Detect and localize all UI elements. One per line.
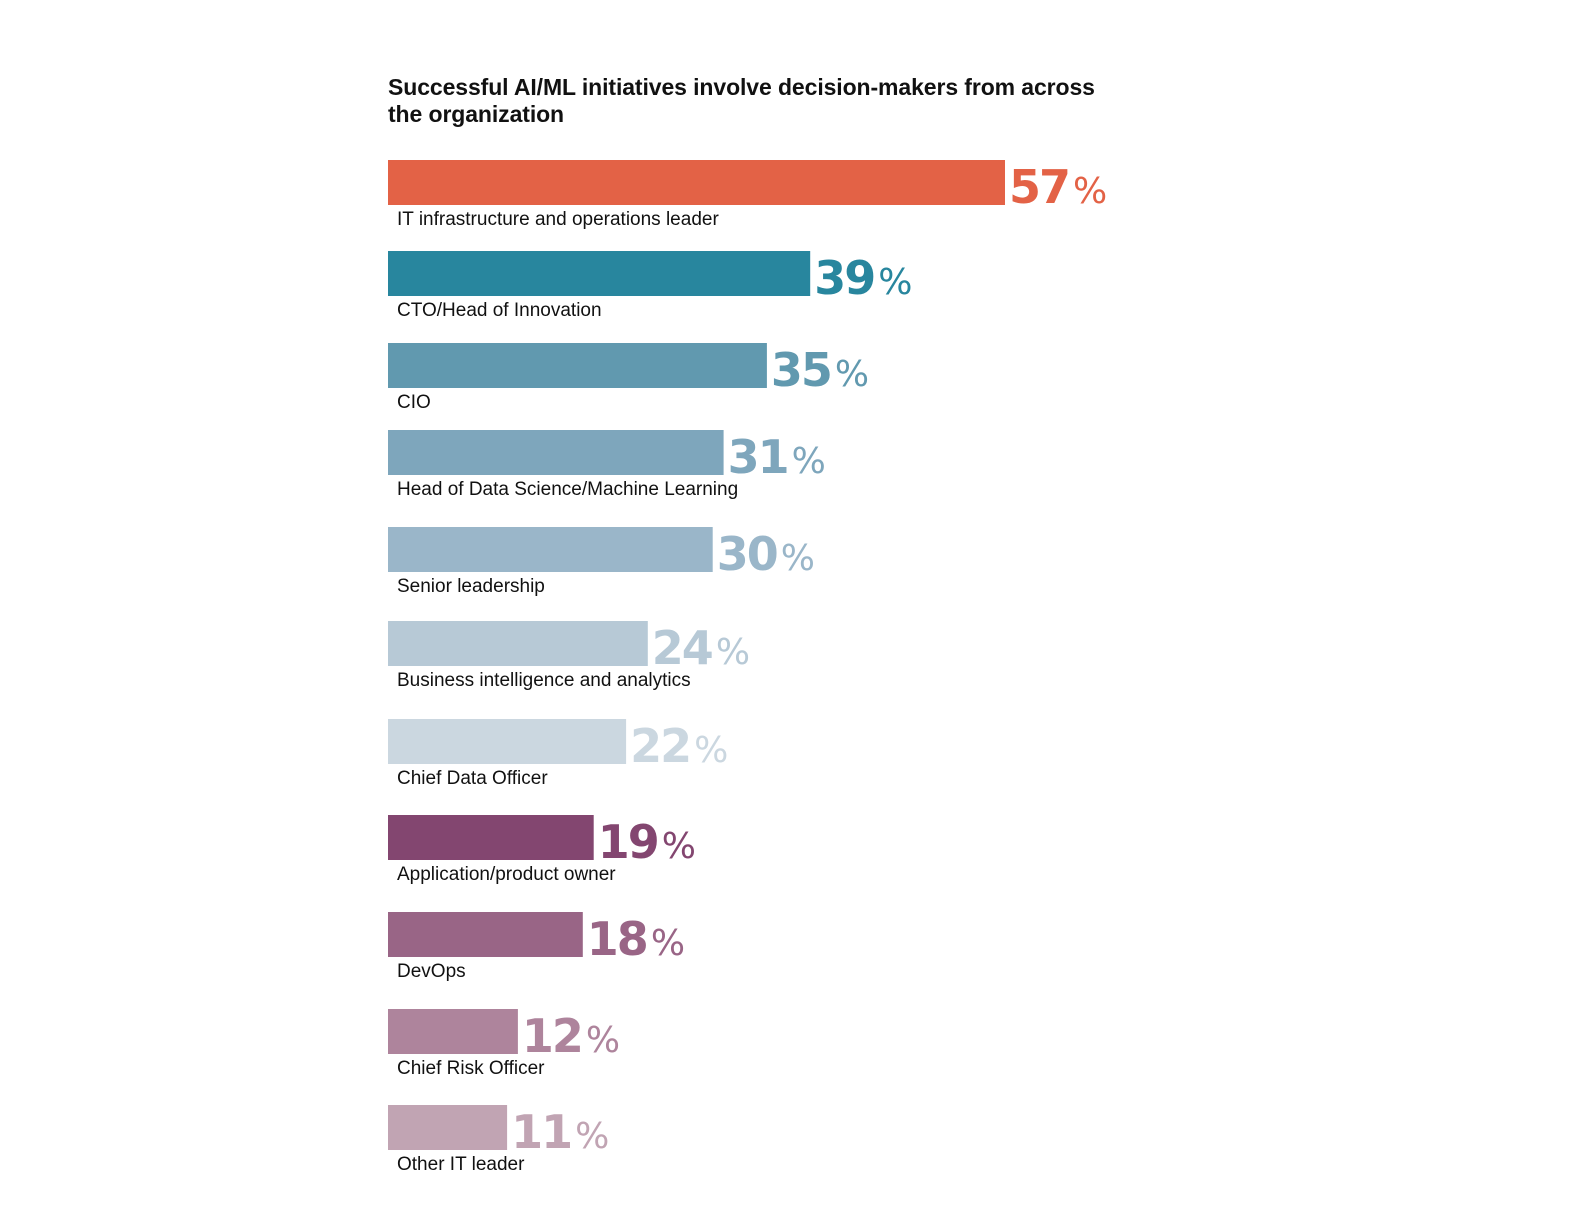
category-label-0: IT infrastructure and operations leader xyxy=(397,209,719,230)
bar-5 xyxy=(388,621,648,666)
category-label-4: Senior leadership xyxy=(397,576,545,597)
value-number-5: 24 xyxy=(652,621,712,675)
value-label-8: 18% xyxy=(587,912,685,966)
bar-9 xyxy=(388,1009,518,1054)
value-unit-7: % xyxy=(662,826,696,867)
value-label-2: 35% xyxy=(771,343,869,397)
category-label-6: Chief Data Officer xyxy=(397,768,548,789)
category-label-7: Application/product owner xyxy=(397,864,616,885)
bar-10 xyxy=(388,1105,508,1150)
value-label-0: 57% xyxy=(1009,160,1107,214)
bar-7 xyxy=(388,815,594,860)
value-label-9: 12% xyxy=(522,1009,620,1063)
bar-4 xyxy=(388,527,713,572)
category-label-2: CIO xyxy=(397,392,431,413)
chart-title: Successful AI/ML initiatives involve dec… xyxy=(388,74,1095,127)
value-number-4: 30 xyxy=(717,527,777,581)
value-number-10: 11 xyxy=(511,1105,571,1159)
value-unit-3: % xyxy=(792,441,826,482)
value-label-4: 30% xyxy=(717,527,815,581)
value-number-1: 39 xyxy=(814,251,874,305)
bar-0 xyxy=(388,160,1005,205)
value-unit-10: % xyxy=(575,1116,609,1157)
value-unit-5: % xyxy=(716,632,750,673)
value-label-3: 31% xyxy=(728,430,826,484)
value-number-2: 35 xyxy=(771,343,831,397)
bar-1 xyxy=(388,251,811,296)
category-label-3: Head of Data Science/Machine Learning xyxy=(397,479,738,500)
value-unit-0: % xyxy=(1073,171,1107,212)
value-number-0: 57 xyxy=(1009,160,1069,214)
value-unit-9: % xyxy=(586,1020,620,1061)
value-unit-4: % xyxy=(781,538,815,579)
value-number-7: 19 xyxy=(598,815,658,869)
bar-3 xyxy=(388,430,724,475)
bar-8 xyxy=(388,912,583,957)
category-label-1: CTO/Head of Innovation xyxy=(397,300,602,321)
value-label-1: 39% xyxy=(814,251,912,305)
value-number-3: 31 xyxy=(728,430,788,484)
value-label-10: 11% xyxy=(511,1105,609,1159)
value-unit-1: % xyxy=(878,262,912,303)
bar-2 xyxy=(388,343,767,388)
value-label-6: 22% xyxy=(630,719,728,773)
value-unit-6: % xyxy=(694,730,728,771)
value-unit-2: % xyxy=(835,354,869,395)
value-label-7: 19% xyxy=(598,815,696,869)
bar-6 xyxy=(388,719,627,764)
category-label-8: DevOps xyxy=(397,961,466,982)
value-number-9: 12 xyxy=(522,1009,582,1063)
category-label-5: Business intelligence and analytics xyxy=(397,670,691,691)
value-unit-8: % xyxy=(651,923,685,964)
category-label-9: Chief Risk Officer xyxy=(397,1058,545,1079)
category-label-10: Other IT leader xyxy=(397,1154,525,1175)
value-number-6: 22 xyxy=(630,719,690,773)
value-number-8: 18 xyxy=(587,912,647,966)
value-label-5: 24% xyxy=(652,621,750,675)
